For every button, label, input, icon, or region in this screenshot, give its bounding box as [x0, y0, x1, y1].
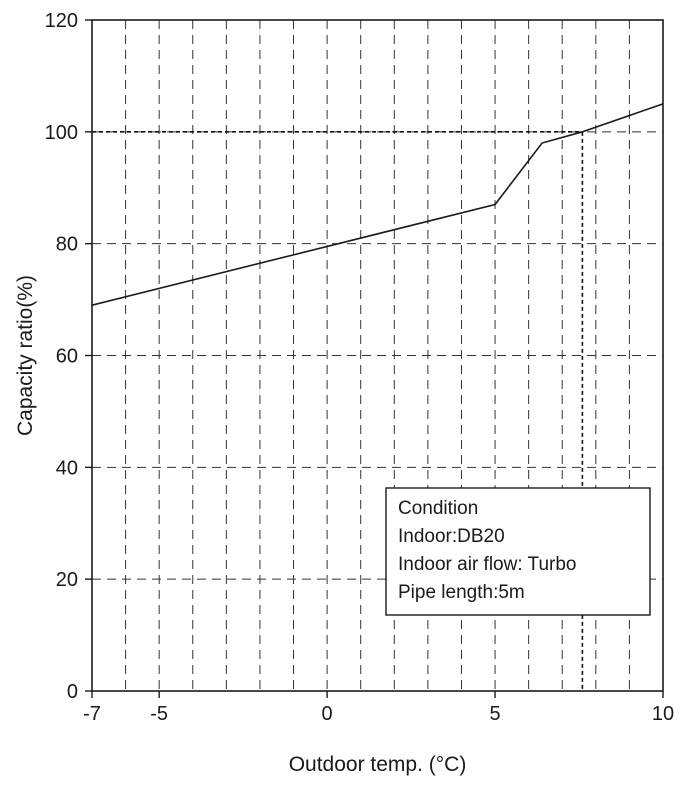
x-tick-label: 5	[489, 703, 500, 725]
y-tick-label: 0	[67, 681, 78, 703]
x-axis-label: Outdoor temp. (°C)	[289, 753, 467, 776]
series-line	[91, 103, 664, 306]
condition-pipe-length: Pipe length:5m	[398, 582, 525, 603]
condition-box-frame	[385, 487, 651, 616]
condition-box: Condition Indoor:DB20 Indoor air flow: T…	[385, 487, 651, 616]
y-tick-label: 100	[45, 122, 78, 144]
condition-air-flow: Indoor air flow: Turbo	[398, 554, 576, 575]
condition-indoor: Indoor:DB20	[398, 526, 505, 547]
series-layer	[91, 103, 664, 306]
y-tick-labels: 0 20 40 60 80 100 120	[45, 10, 92, 703]
x-tick-labels: -7 -5 0 5 10	[83, 691, 674, 725]
y-tick-label: 60	[56, 346, 78, 368]
x-tick-label: -5	[150, 703, 168, 725]
condition-title: Condition	[398, 498, 478, 519]
y-axis-label: Capacity ratio(%)	[14, 275, 37, 436]
y-tick-label: 40	[56, 457, 78, 479]
x-tick-label: -7	[83, 703, 101, 725]
y-tick-label: 20	[56, 569, 78, 591]
x-tick-label: 10	[652, 703, 674, 725]
y-tick-label: 80	[56, 234, 78, 256]
x-tick-label: 0	[322, 703, 333, 725]
y-tick-label: 120	[45, 10, 78, 32]
